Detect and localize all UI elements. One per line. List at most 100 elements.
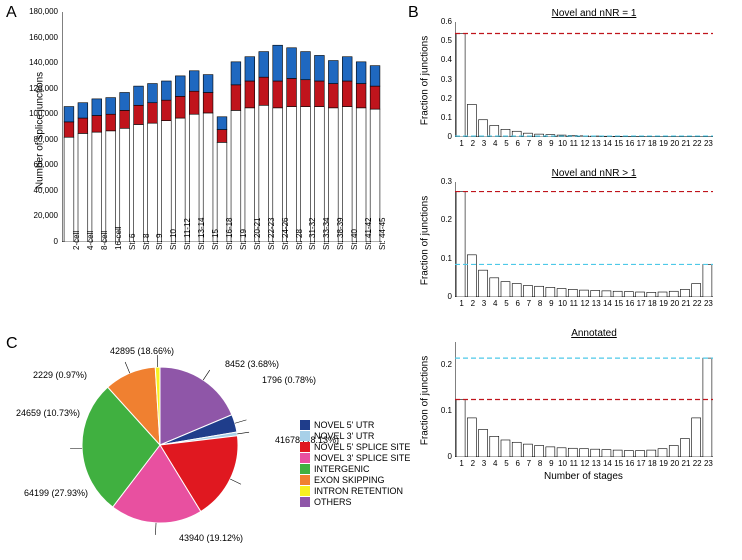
panel-b-ytick: 0.3 [430, 75, 452, 84]
panel-b-xtick: 9 [546, 299, 556, 308]
legend-item: INTERGENIC [300, 464, 410, 474]
panel-b-xtick: 12 [580, 459, 590, 468]
panel-b-xtick: 2 [468, 139, 478, 148]
panel-b-xtick: 5 [501, 459, 511, 468]
panel-b-xtick: 18 [647, 459, 657, 468]
panel-b-ylabel: Fraction of junctions [420, 350, 431, 450]
panel-b-xtick: 11 [569, 299, 579, 308]
panel-a-xtick: St. 15 [211, 229, 220, 250]
panel-c-label: C [6, 335, 18, 353]
legend-text: INTRON RETENTION [314, 486, 403, 496]
legend-swatch [300, 442, 310, 452]
panel-b-xtick: 4 [490, 459, 500, 468]
panel-b-ytick: 0.5 [430, 36, 452, 45]
pie-slice-label: 64199 (27.93%) [24, 488, 88, 498]
panel-a-ytick: 60,000 [20, 160, 58, 169]
panel-b-xtick: 16 [625, 139, 635, 148]
panel-b-label: B [408, 4, 419, 22]
panel-b-xtick: 16 [625, 459, 635, 468]
panel-b-xtick: 4 [490, 139, 500, 148]
panel-a-xtick: St. 40 [350, 229, 359, 250]
legend-swatch [300, 486, 310, 496]
panel-b-subchart [455, 342, 713, 457]
panel-b-xtick: 1 [457, 139, 467, 148]
panel-a-xtick: St. 8 [142, 234, 151, 250]
panel-b-xtick: 20 [670, 299, 680, 308]
panel-b-xtick: 20 [670, 139, 680, 148]
legend-swatch [300, 497, 310, 507]
legend-item: EXON SKIPPING [300, 475, 410, 485]
panel-a-xtick: St. 10 [169, 229, 178, 250]
panel-b-xtick: 13 [591, 459, 601, 468]
panel-a-xtick: St. 44-45 [378, 218, 387, 250]
panel-b-xtick: 17 [636, 459, 646, 468]
panel-b-xtick: 9 [546, 459, 556, 468]
panel-a-xtick: St. 22-23 [267, 218, 276, 250]
panel-a-ytick: 80,000 [20, 135, 58, 144]
panel-a-xtick: St. 19 [239, 229, 248, 250]
panel-b-ylabel: Fraction of junctions [420, 190, 431, 290]
panel-a-xtick: St. 6 [128, 234, 137, 250]
panel-b-ytick: 0.3 [430, 177, 452, 186]
panel-b-ytick: 0.4 [430, 55, 452, 64]
panel-b-xtick: 14 [602, 459, 612, 468]
panel-a-ytick: 100,000 [20, 109, 58, 118]
panel-b-xtick: 19 [659, 139, 669, 148]
panel-b-xtick: 22 [692, 139, 702, 148]
panel-b-ytick: 0 [430, 132, 452, 141]
panel-b-xtick: 10 [558, 139, 568, 148]
legend-item: NOVEL 5' UTR [300, 420, 410, 430]
pie-slice-label: 2229 (0.97%) [33, 370, 87, 380]
panel-b-xtick: 7 [524, 459, 534, 468]
panel-b-subchart [455, 22, 713, 137]
panel-a-ytick: 180,000 [20, 7, 58, 16]
panel-b-xtick: 1 [457, 299, 467, 308]
panel-b-ytick: 0.6 [430, 17, 452, 26]
legend-swatch [300, 431, 310, 441]
panel-b-xtick: 11 [569, 459, 579, 468]
panel-a-xtick: St. 38-39 [336, 218, 345, 250]
panel-c-pie [50, 355, 270, 535]
panel-a-xtick: 2-cell [72, 231, 81, 250]
panel-b-xtick: 22 [692, 299, 702, 308]
panel-b-ytick: 0 [430, 292, 452, 301]
panel-b-ytick: 0.2 [430, 94, 452, 103]
panel-b-xtick: 21 [681, 299, 691, 308]
panel-b-xtick: 10 [558, 299, 568, 308]
panel-b-xtick: 12 [580, 139, 590, 148]
panel-b-xtick: 7 [524, 299, 534, 308]
panel-b-xtick: 5 [501, 139, 511, 148]
panel-b-xtick: 9 [546, 139, 556, 148]
panel-b-xtick: 19 [659, 459, 669, 468]
panel-b-xtick: 14 [602, 299, 612, 308]
panel-b-xtick: 15 [614, 139, 624, 148]
panel-b-ytick: 0 [430, 452, 452, 461]
panel-a-ytick: 40,000 [20, 186, 58, 195]
pie-slice-label: 24659 (10.73%) [16, 408, 80, 418]
panel-b-xtick: 1 [457, 459, 467, 468]
panel-b-xtick: 4 [490, 299, 500, 308]
legend-item: NOVEL 3' SPLICE SITE [300, 453, 410, 463]
panel-b-xtick: 13 [591, 139, 601, 148]
panel-a-xtick: St. 13-14 [197, 218, 206, 250]
panel-b-xtick: 15 [614, 299, 624, 308]
pie-slice-label: 8452 (3.68%) [225, 359, 279, 369]
legend-item: NOVEL 3' UTR [300, 431, 410, 441]
panel-b-xtick: 22 [692, 459, 702, 468]
panel-a-xtick: 4-cell [86, 231, 95, 250]
legend-text: NOVEL 5' UTR [314, 420, 374, 430]
panel-b-xtick: 6 [513, 139, 523, 148]
panel-b-xtick: 8 [535, 459, 545, 468]
panel-b-xtick: 23 [703, 139, 713, 148]
panel-b-xtick: 5 [501, 299, 511, 308]
legend-swatch [300, 420, 310, 430]
legend-text: NOVEL 5' SPLICE SITE [314, 442, 410, 452]
panel-b-xtick: 7 [524, 139, 534, 148]
legend-text: EXON SKIPPING [314, 475, 385, 485]
panel-b-subchart [455, 182, 713, 297]
panel-b-xtick: 3 [479, 139, 489, 148]
legend-item: OTHERS [300, 497, 410, 507]
panel-a-xtick: St. 28 [295, 229, 304, 250]
panel-b-xtick: 6 [513, 459, 523, 468]
panel-a-ytick: 120,000 [20, 84, 58, 93]
